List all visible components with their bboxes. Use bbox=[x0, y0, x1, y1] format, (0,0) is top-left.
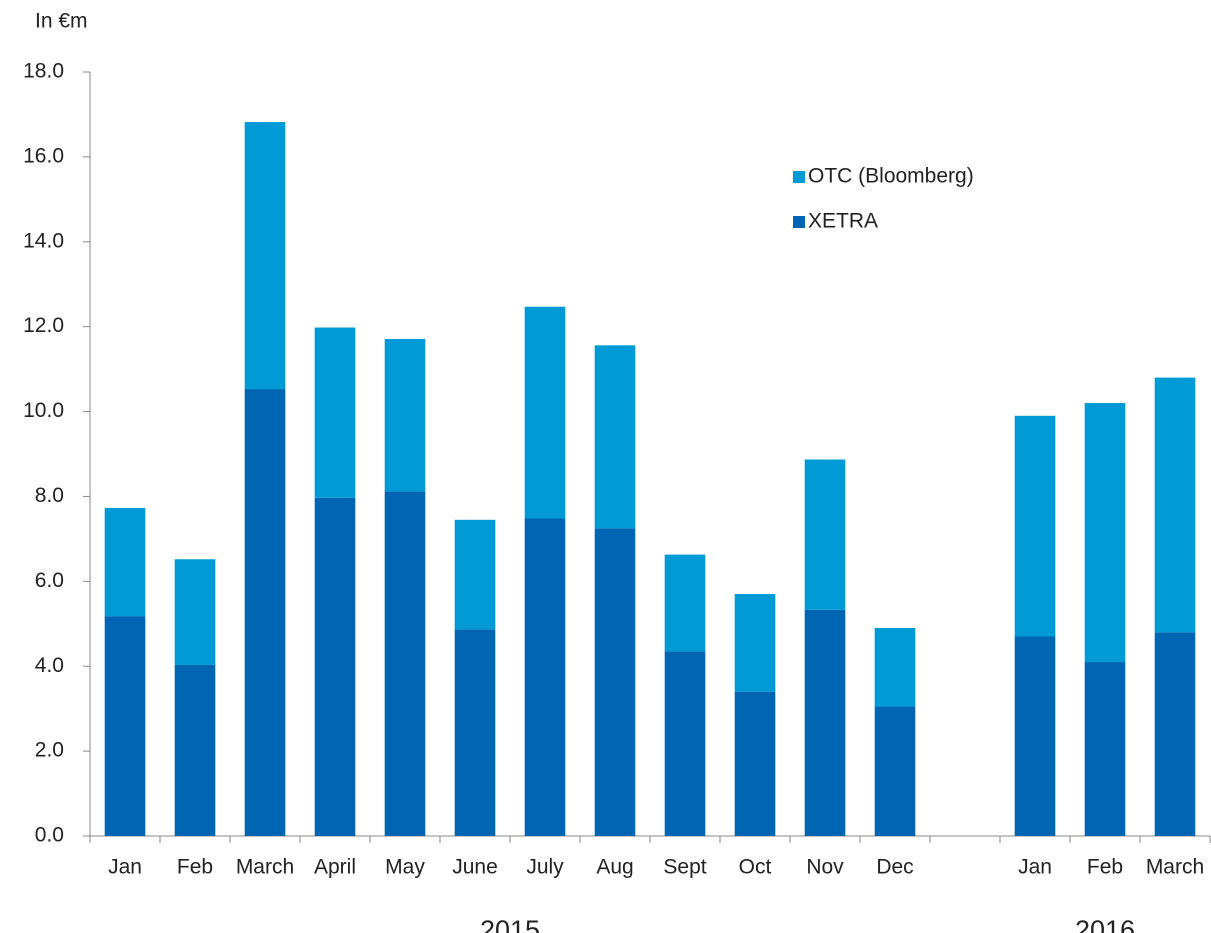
bar-segment bbox=[314, 327, 356, 498]
x-tick-label: March bbox=[1146, 856, 1204, 879]
y-tick-label: 0.0 bbox=[35, 824, 64, 847]
bar-segment bbox=[1084, 403, 1126, 662]
bar-segment bbox=[244, 389, 286, 836]
bar-segment bbox=[594, 345, 636, 529]
group-label: 2015 bbox=[480, 915, 540, 933]
bar-segment bbox=[1084, 661, 1126, 836]
bar-segment bbox=[874, 706, 916, 836]
bar-segment bbox=[174, 559, 216, 665]
bar-segment bbox=[804, 609, 846, 836]
bar-segment bbox=[384, 338, 426, 492]
bar-segment bbox=[594, 528, 636, 836]
x-tick-label: June bbox=[452, 856, 498, 879]
y-tick-label: 8.0 bbox=[35, 484, 64, 507]
bar-segment bbox=[804, 459, 846, 610]
x-tick-label: Feb bbox=[177, 856, 213, 879]
legend-label: XETRA bbox=[808, 210, 878, 233]
x-tick-label: Feb bbox=[1087, 856, 1123, 879]
bar-segment bbox=[664, 554, 706, 652]
y-tick-label: 4.0 bbox=[35, 654, 64, 677]
bar-segment bbox=[1014, 636, 1056, 836]
y-tick-label: 14.0 bbox=[23, 229, 64, 252]
bar-segment bbox=[454, 629, 496, 836]
bar-segment bbox=[734, 594, 776, 692]
y-tick-label: 16.0 bbox=[23, 144, 64, 167]
y-tick-label: 12.0 bbox=[23, 314, 64, 337]
bar-segment bbox=[454, 519, 496, 630]
group-label: 2016 bbox=[1075, 915, 1135, 933]
bar-segment bbox=[1154, 377, 1196, 633]
y-tick-label: 10.0 bbox=[23, 399, 64, 422]
bar-segment bbox=[174, 664, 216, 836]
bar-segment bbox=[244, 122, 286, 390]
legend-swatch bbox=[793, 216, 805, 228]
x-tick-label: July bbox=[526, 856, 564, 879]
bar-segment bbox=[664, 651, 706, 836]
bar-segment bbox=[104, 616, 146, 836]
x-tick-label: Oct bbox=[739, 856, 772, 879]
x-tick-label: March bbox=[236, 856, 294, 879]
x-tick-label: Aug bbox=[596, 856, 633, 879]
bar-segment bbox=[874, 628, 916, 707]
bar-segment bbox=[734, 691, 776, 836]
bar-segment bbox=[1154, 632, 1196, 836]
legend-swatch bbox=[793, 171, 805, 183]
x-tick-label: Jan bbox=[1018, 856, 1052, 879]
bar-segment bbox=[1014, 415, 1056, 637]
y-tick-label: 6.0 bbox=[35, 569, 64, 592]
x-tick-label: Sept bbox=[663, 856, 706, 879]
y-tick-label: 18.0 bbox=[23, 60, 64, 83]
bar-segment bbox=[314, 497, 356, 836]
x-tick-label: Jan bbox=[108, 856, 142, 879]
bar-segment bbox=[104, 507, 146, 617]
x-tick-label: Nov bbox=[806, 856, 844, 879]
x-tick-label: May bbox=[385, 856, 425, 879]
x-tick-label: Dec bbox=[876, 856, 913, 879]
bar-segment bbox=[524, 306, 566, 519]
legend-label: OTC (Bloomberg) bbox=[808, 165, 974, 188]
y-axis-label: In €m bbox=[35, 10, 88, 33]
y-tick-label: 2.0 bbox=[35, 739, 64, 762]
bar-segment bbox=[524, 518, 566, 836]
bar-segment bbox=[384, 491, 426, 836]
x-tick-label: April bbox=[314, 856, 356, 879]
